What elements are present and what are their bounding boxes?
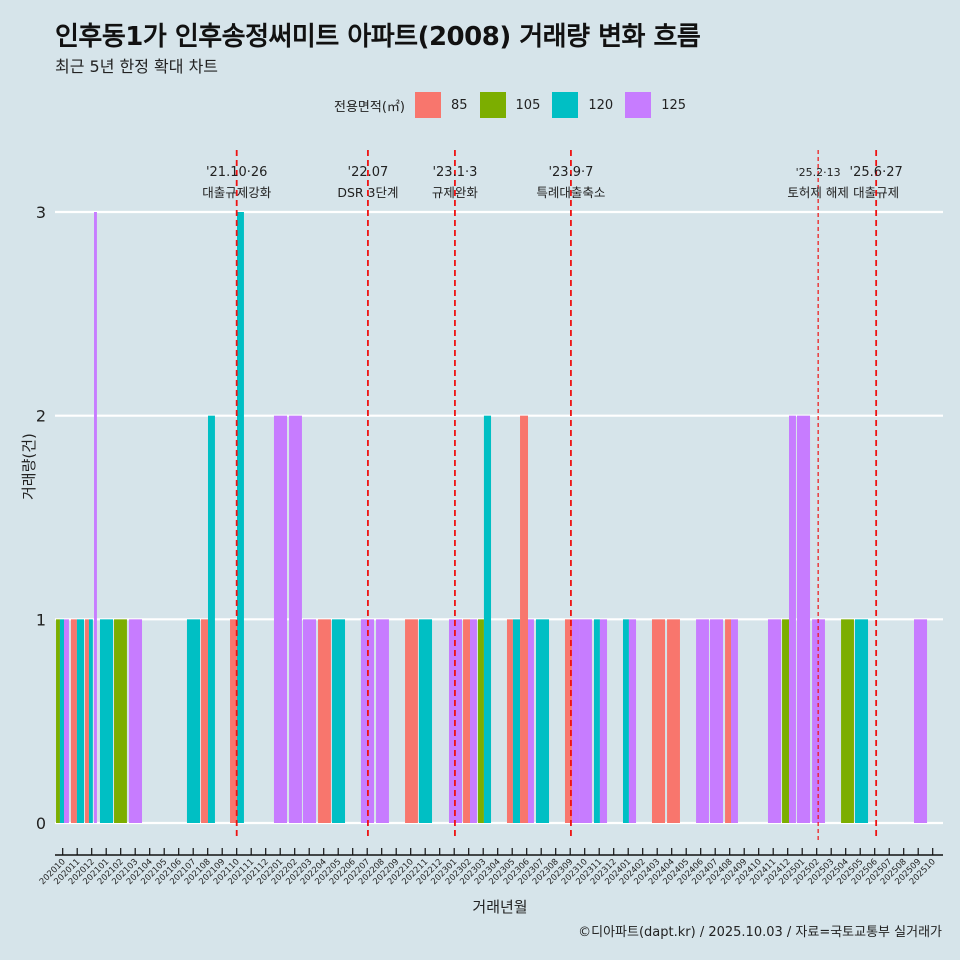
bar bbox=[506, 619, 513, 823]
bar bbox=[88, 619, 93, 823]
bar bbox=[512, 619, 521, 823]
bar bbox=[477, 619, 484, 823]
legend-item-105: 105 bbox=[479, 92, 541, 118]
bar bbox=[94, 212, 97, 823]
legend-label-85: 85 bbox=[450, 97, 468, 113]
y-axis-label: 거래량(건) bbox=[20, 433, 38, 500]
bar bbox=[76, 619, 85, 823]
legend-item-125: 125 bbox=[625, 92, 686, 118]
bar bbox=[725, 619, 732, 823]
bar bbox=[564, 619, 572, 823]
y-tick-label: 2 bbox=[36, 407, 46, 426]
bar bbox=[230, 619, 237, 823]
bar bbox=[64, 619, 69, 823]
bar bbox=[418, 619, 433, 823]
legend-swatch-105 bbox=[479, 92, 506, 118]
bar bbox=[201, 619, 208, 823]
event-text-label: 대출규제강화 bbox=[202, 185, 272, 200]
legend-label-125: 125 bbox=[661, 97, 687, 113]
legend-swatch-125 bbox=[625, 92, 652, 118]
bar bbox=[128, 619, 143, 823]
bar bbox=[622, 619, 629, 823]
y-tick-label: 0 bbox=[36, 814, 46, 833]
bar bbox=[483, 415, 492, 823]
bar bbox=[85, 619, 89, 823]
legend-swatch-120 bbox=[552, 92, 579, 118]
bar bbox=[236, 212, 244, 823]
event-text-label: DSR 3단계 bbox=[337, 185, 398, 200]
bar bbox=[405, 619, 418, 823]
bar bbox=[273, 415, 288, 823]
event-date-label: '21.10·26 bbox=[206, 165, 267, 180]
legend-label-105: 105 bbox=[515, 97, 541, 113]
event-text-label: 규제완화 bbox=[432, 185, 479, 200]
bar bbox=[767, 619, 782, 823]
bar bbox=[812, 619, 825, 823]
bar bbox=[913, 619, 928, 823]
bar bbox=[186, 619, 201, 823]
event-date-label: '22.07 bbox=[348, 165, 389, 180]
y-tick-label: 3 bbox=[36, 203, 46, 222]
bar bbox=[331, 619, 346, 823]
bar bbox=[207, 415, 215, 823]
bar bbox=[535, 619, 550, 823]
bar bbox=[841, 619, 854, 823]
bar bbox=[56, 619, 60, 823]
bar bbox=[318, 619, 331, 823]
event-text-label: 특례대출축소 bbox=[536, 185, 605, 200]
y-tick-label: 1 bbox=[36, 610, 46, 629]
bar bbox=[731, 619, 738, 823]
legend-label-120: 120 bbox=[588, 97, 614, 113]
bar bbox=[470, 619, 477, 823]
event-date-label: '23.1·3 bbox=[432, 165, 477, 180]
legend-item-120: 120 bbox=[552, 92, 613, 118]
bar bbox=[59, 619, 65, 823]
bar bbox=[593, 619, 600, 823]
bar bbox=[302, 619, 317, 823]
chart-subtitle: 최근 5년 한정 확대 차트 bbox=[55, 57, 219, 76]
bar bbox=[528, 619, 534, 823]
bar bbox=[854, 619, 869, 823]
source-caption: ©디아파트(dapt.kr) / 2025.10.03 / 자료=국토교통부 실… bbox=[578, 925, 942, 940]
event-date-label: '23.9·7 bbox=[548, 165, 593, 180]
bar bbox=[520, 415, 529, 823]
bar bbox=[571, 619, 580, 823]
bar bbox=[651, 619, 666, 823]
bar bbox=[628, 619, 637, 823]
event-date-label: '25.2·13 bbox=[796, 166, 841, 179]
bar bbox=[579, 619, 592, 823]
legend-swatch-85 bbox=[414, 92, 441, 118]
bar bbox=[99, 619, 114, 823]
bar bbox=[667, 619, 680, 823]
chart-title: 인후동1가 인후송정써미트 아파트(2008) 거래량 변화 흐름 bbox=[55, 22, 701, 52]
bar bbox=[789, 415, 796, 823]
bar bbox=[376, 619, 389, 823]
legend: 전용면적(㎡) 85 105 120 125 bbox=[334, 92, 698, 118]
x-axis-label: 거래년월 bbox=[472, 898, 528, 916]
legend-title: 전용면적(㎡) bbox=[334, 99, 405, 115]
bar bbox=[796, 415, 811, 823]
event-text-label: 대출규제 bbox=[853, 185, 899, 200]
bar bbox=[463, 619, 471, 823]
event-date-label: '25.6·27 bbox=[850, 165, 903, 180]
bar bbox=[70, 619, 77, 823]
legend-item-85: 85 bbox=[414, 92, 468, 118]
bar bbox=[782, 619, 790, 823]
bar bbox=[709, 619, 724, 823]
bar bbox=[114, 619, 127, 823]
bar bbox=[289, 415, 302, 823]
event-text-label: 토허제 해제 bbox=[787, 185, 848, 200]
bar bbox=[599, 619, 608, 823]
bar bbox=[696, 619, 709, 823]
